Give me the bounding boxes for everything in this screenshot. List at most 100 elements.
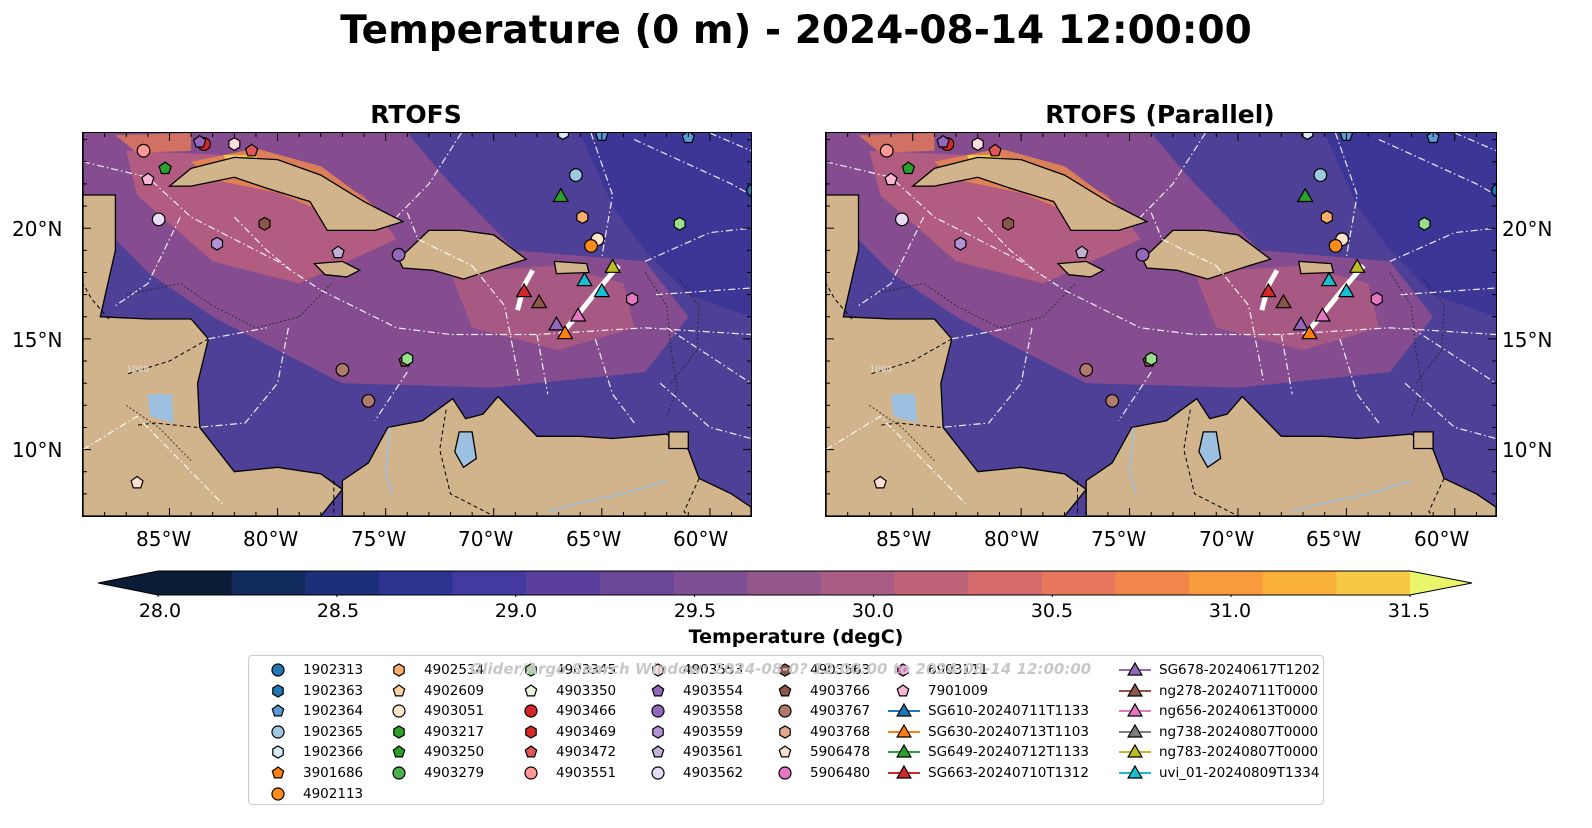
legend-triangle-marker bbox=[896, 702, 912, 717]
glider-marker bbox=[569, 307, 587, 322]
eez-boundary bbox=[1334, 133, 1358, 258]
river bbox=[1128, 427, 1137, 495]
legend-marker bbox=[392, 745, 406, 758]
legend-label: 7901009 bbox=[928, 682, 989, 699]
eez-boundary bbox=[197, 327, 289, 428]
sst-cool-region bbox=[1324, 133, 1496, 317]
country-border bbox=[880, 422, 941, 428]
legend-label: 4903350 bbox=[556, 682, 617, 699]
legend-marker-icon bbox=[897, 663, 909, 677]
eez-boundary bbox=[1400, 287, 1496, 296]
legend-marker-icon bbox=[651, 704, 665, 718]
eez-boundary bbox=[1139, 133, 1206, 218]
bathymetry-contour bbox=[1389, 272, 1423, 417]
argo-float-marker bbox=[158, 161, 172, 175]
eez-boundary bbox=[826, 415, 968, 506]
colorbar-tick-label: 30.5 bbox=[1030, 600, 1074, 622]
colorbar-segment bbox=[1041, 571, 1116, 595]
eez-boundary bbox=[1215, 265, 1265, 384]
legend-marker-icon bbox=[778, 704, 792, 718]
argo-float-marker bbox=[1418, 216, 1431, 231]
colorbar-tick-label: 28.5 bbox=[316, 600, 360, 622]
colorbar-segment bbox=[599, 571, 675, 595]
eez-boundary bbox=[208, 327, 267, 340]
legend-label: uvi_01-20240809T1334 bbox=[1159, 765, 1320, 781]
lon-tick-label: 65°W bbox=[1306, 527, 1362, 551]
eez-boundary bbox=[1118, 371, 1152, 422]
argo-float-marker bbox=[211, 236, 224, 251]
argo-float-marker bbox=[1301, 133, 1314, 140]
legend-marker bbox=[525, 663, 537, 677]
colorbar-over-arrow bbox=[1410, 571, 1472, 595]
legend-label: 1902365 bbox=[303, 723, 364, 740]
eez-boundary bbox=[951, 327, 1011, 340]
land-jamaica bbox=[312, 260, 362, 278]
eez-boundary bbox=[1280, 334, 1293, 395]
eez-boundary bbox=[1339, 338, 1380, 424]
legend-label: 4903250 bbox=[424, 744, 485, 761]
land-jamaica bbox=[1056, 260, 1105, 278]
glider-marker bbox=[1314, 307, 1331, 322]
legend-triangle-marker bbox=[896, 764, 912, 779]
lon-tick-label: 85°W bbox=[136, 527, 192, 551]
legend-triangle-marker bbox=[896, 723, 912, 738]
argo-float-marker bbox=[1491, 184, 1496, 198]
lat-tick-label: 20°N bbox=[1502, 217, 1553, 241]
eez-boundary bbox=[406, 212, 473, 267]
legend-marker bbox=[525, 725, 537, 739]
colorbar-segment bbox=[1262, 571, 1337, 595]
argo-float-marker bbox=[568, 168, 583, 182]
lon-tick-label: 80°W bbox=[243, 527, 299, 551]
colorbar-segment bbox=[158, 571, 233, 595]
map-panel-rtofs[interactable]: 1000 bbox=[82, 132, 752, 517]
legend-label: 4903217 bbox=[424, 723, 485, 740]
bathymetry-contour bbox=[869, 404, 935, 462]
argo-float-marker bbox=[192, 134, 207, 148]
legend-marker-icon bbox=[1119, 682, 1151, 697]
legend-marker-icon bbox=[1119, 744, 1151, 758]
legend-marker bbox=[524, 704, 538, 718]
colorbar-segment bbox=[526, 571, 601, 595]
argo-float-marker bbox=[1328, 239, 1343, 253]
argo-float-marker bbox=[1079, 362, 1094, 377]
eez-boundary bbox=[115, 216, 181, 307]
legend-marker bbox=[524, 745, 538, 758]
map-panel-rtofs-parallel[interactable]: 1000 bbox=[825, 132, 1497, 517]
legend-label: 4903472 bbox=[556, 744, 617, 761]
legend-marker-icon bbox=[896, 683, 910, 697]
sst-hot-region bbox=[115, 133, 192, 153]
argo-float-marker bbox=[576, 210, 589, 225]
legend-marker-icon bbox=[1119, 764, 1151, 779]
legend-label: SG610-20240711T1133 bbox=[928, 703, 1089, 720]
eez-boundary bbox=[1378, 139, 1496, 196]
legend-label: ng656-20240613T0000 bbox=[1159, 703, 1319, 720]
land-puerto-rico bbox=[1297, 260, 1335, 275]
glider-marker bbox=[1301, 324, 1318, 340]
legend-marker-icon bbox=[1119, 702, 1151, 717]
lon-tick-label: 70°W bbox=[1199, 527, 1255, 551]
glider-marker bbox=[515, 282, 533, 298]
legend-marker-icon bbox=[272, 683, 284, 698]
legend-label: 5906478 bbox=[810, 744, 871, 761]
country-border bbox=[439, 409, 494, 516]
legend-triangle-marker bbox=[1127, 744, 1143, 758]
legend-label: ng738-20240807T0000 bbox=[1159, 723, 1319, 740]
legend-watermark: Glider/Argo Search Window: 2024-08-0? 12… bbox=[470, 660, 1092, 678]
argo-float-marker bbox=[361, 393, 376, 408]
lon-tick-label: 85°W bbox=[876, 527, 932, 551]
eez-boundary bbox=[858, 216, 925, 307]
glider-marker bbox=[548, 315, 565, 331]
legend-marker-icon bbox=[652, 663, 664, 677]
argo-float-marker bbox=[988, 143, 1002, 157]
river bbox=[547, 479, 667, 513]
river bbox=[384, 427, 393, 495]
legend-label: 4903559 bbox=[683, 723, 744, 740]
legend-marker-icon bbox=[888, 764, 920, 779]
legend-marker-icon bbox=[271, 663, 285, 677]
eez-boundary bbox=[977, 216, 1033, 269]
map-canvas: 1000 bbox=[83, 133, 751, 516]
legend-marker bbox=[272, 683, 284, 698]
legend-marker-icon bbox=[778, 745, 792, 758]
colorbar-segment bbox=[452, 571, 527, 595]
legend-marker-icon bbox=[525, 725, 537, 739]
